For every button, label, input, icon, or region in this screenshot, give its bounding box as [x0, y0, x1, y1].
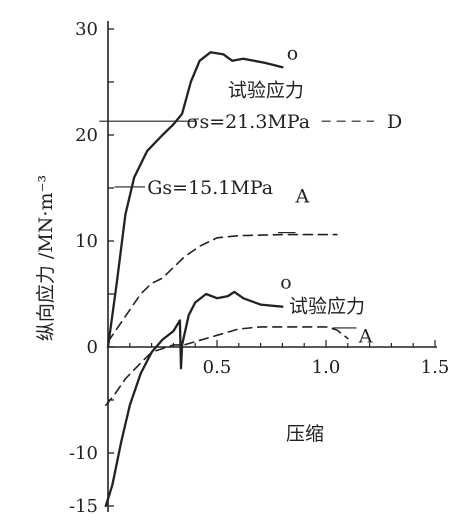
annotation-label: D: [387, 111, 402, 133]
annotation-label: 试验应力: [289, 296, 365, 318]
y-tick-label: 0: [87, 337, 98, 358]
solid-series-line: [104, 290, 284, 508]
dashed-series-line: [105, 326, 349, 407]
x-axis-label: 压缩: [286, 423, 324, 445]
annotation-label: o: [280, 271, 291, 293]
x-tick-label: 0.5: [203, 357, 232, 378]
y-tick-label: -10: [69, 443, 98, 464]
y-tick-label: -15: [69, 496, 98, 517]
x-tick-label: 1.5: [421, 357, 450, 378]
tick-labels: -15 -10 0 10 20 30 0.5 1.0 1.5: [69, 19, 449, 517]
reference-lines: [99, 120, 374, 329]
y-tick-label: 10: [75, 231, 98, 252]
series-group: [104, 51, 349, 508]
y-tick-label: 30: [75, 19, 98, 40]
dashed-series-line: [107, 233, 338, 343]
annotation-label: o: [287, 42, 298, 64]
annotation-label: A: [294, 185, 309, 207]
annotation-label: A: [358, 325, 373, 347]
x-tick-label: 1.0: [312, 357, 341, 378]
y-tick-label: 20: [75, 125, 98, 146]
annotation-label: Gs=15.1MPa: [147, 177, 273, 199]
annotations: o 试验应力 σs=21.3MPa D Gs=15.1MPa Ao 试验应力 A: [147, 42, 402, 347]
solid-series-line: [106, 51, 284, 349]
annotation-label: 试验应力: [228, 79, 304, 101]
annotation-label: σs=21.3MPa: [186, 111, 310, 133]
y-axis-label: 纵向应力 /MN·m⁻³: [35, 175, 57, 341]
